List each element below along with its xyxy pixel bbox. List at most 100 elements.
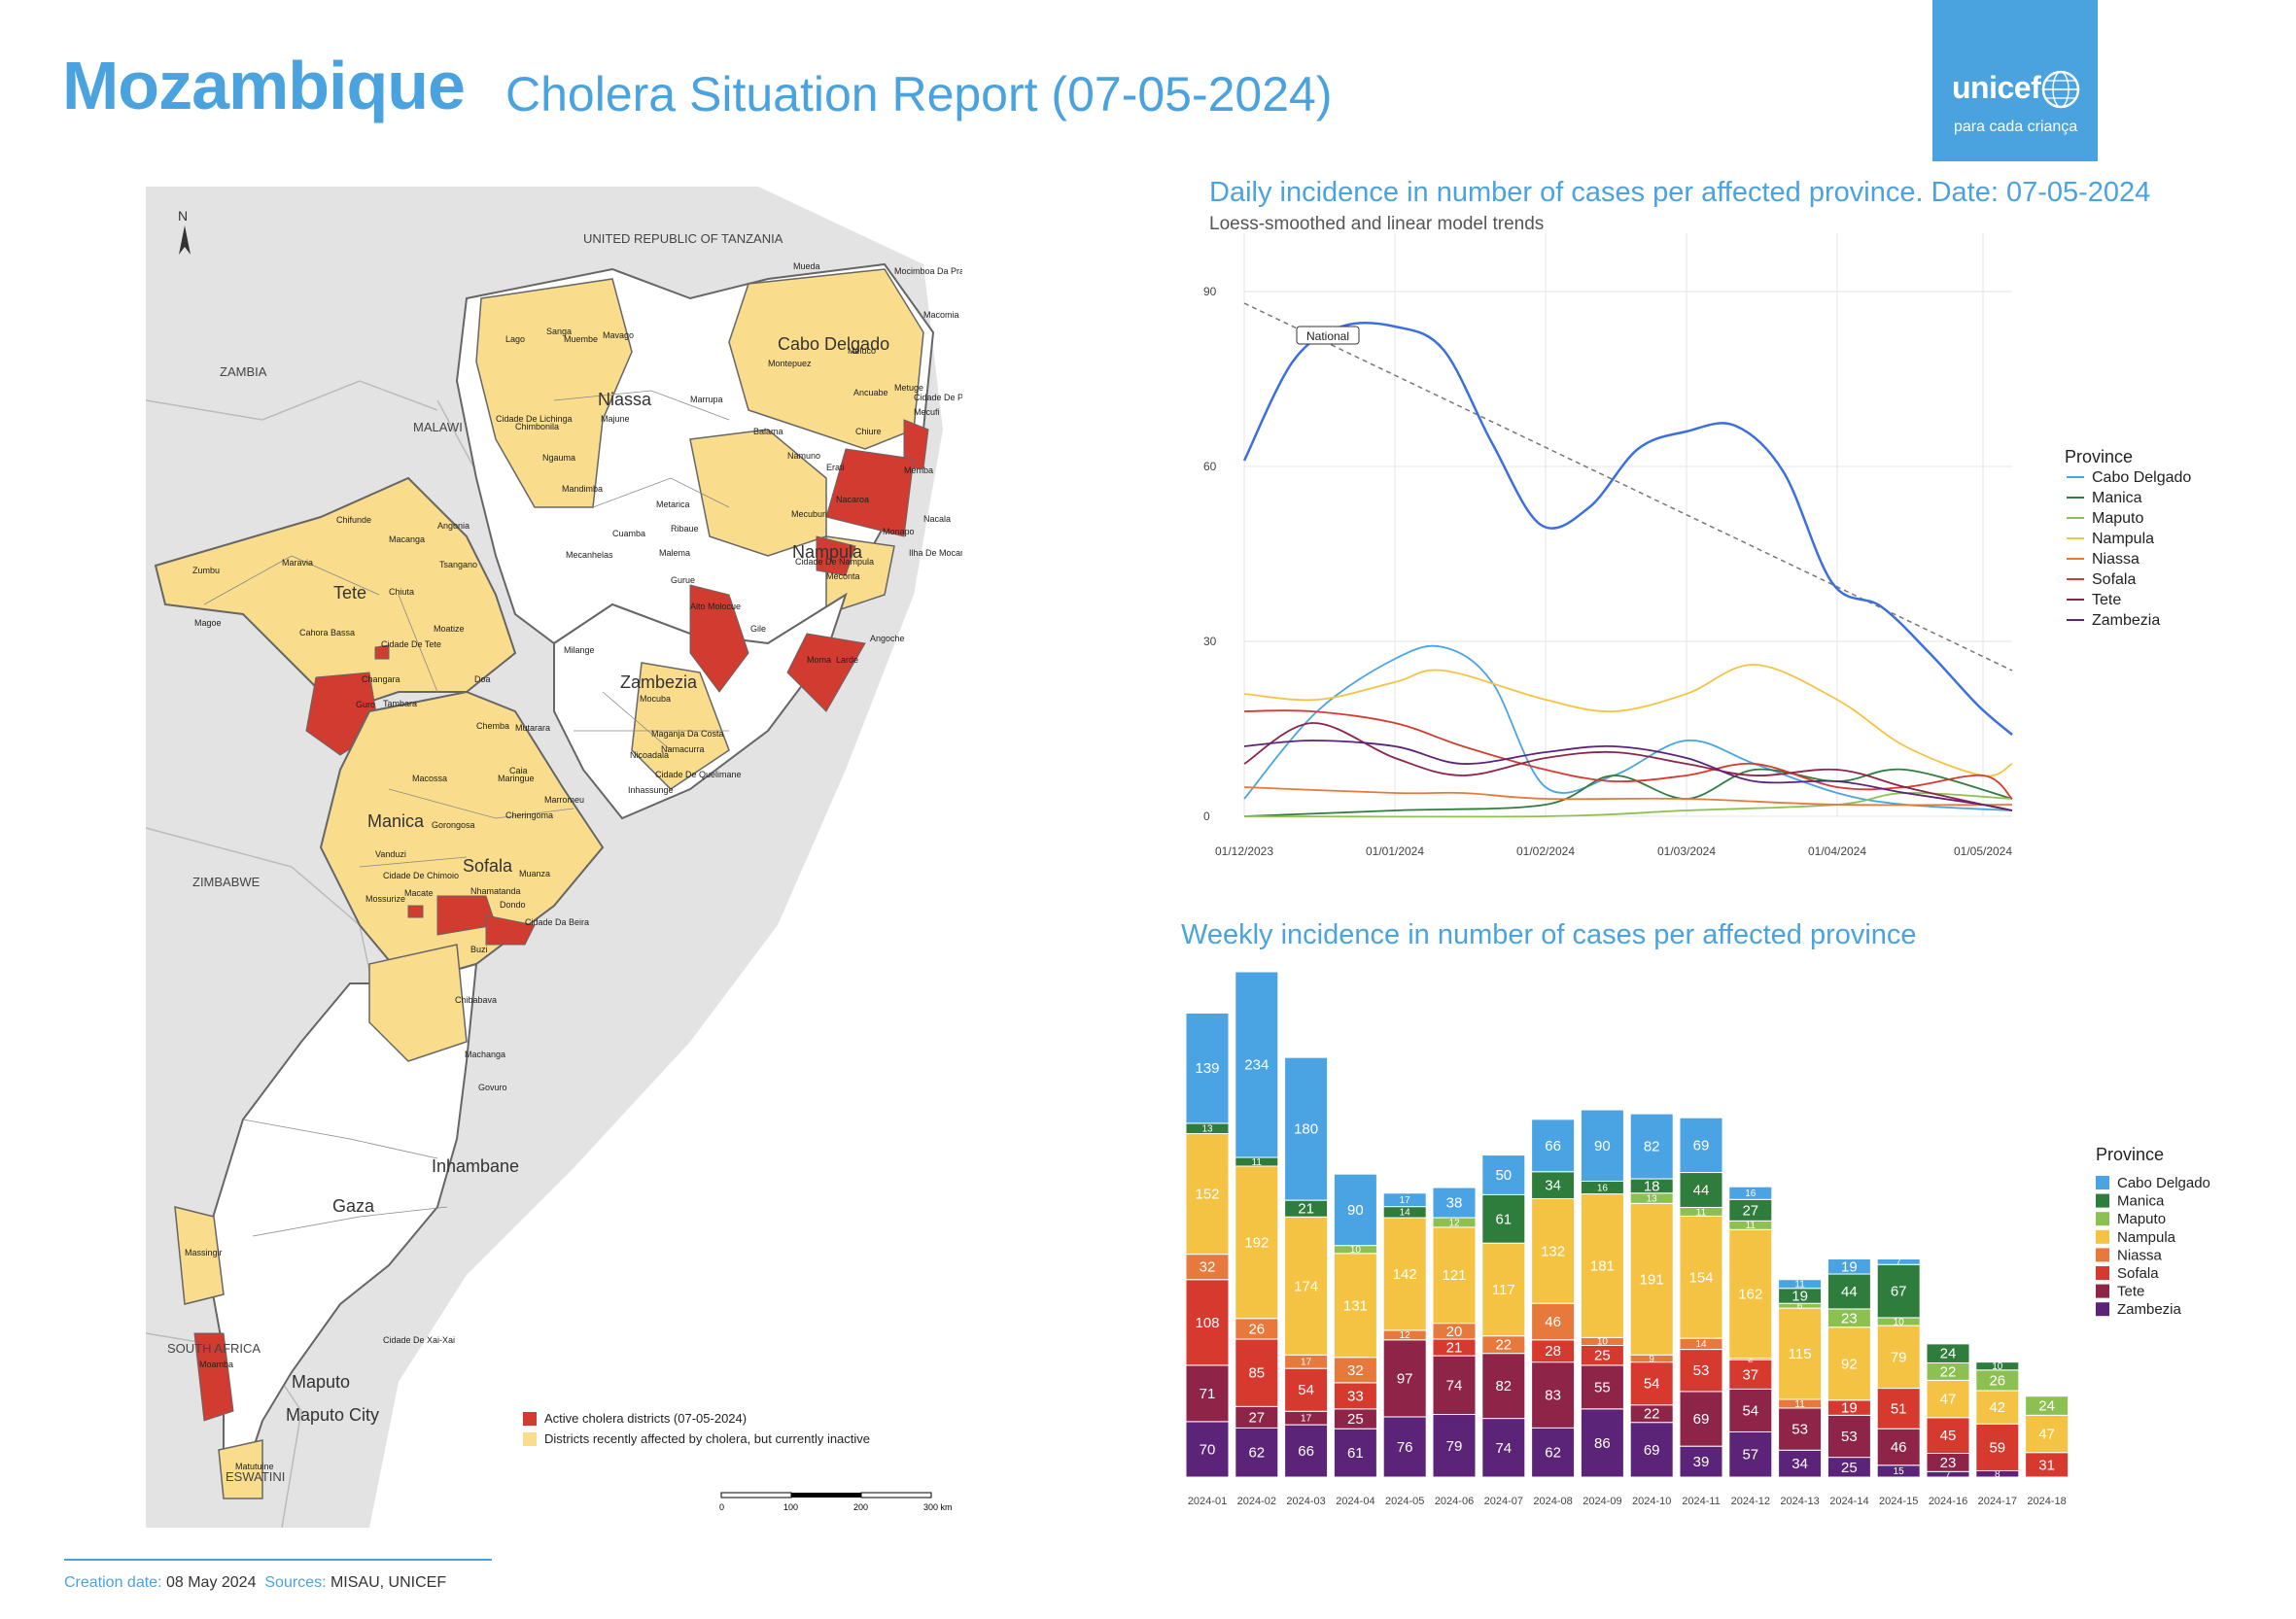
bar-stack-2024-01: 70 71 108 32 152 13 139: [1185, 1012, 1230, 1478]
bar-segment: [1580, 1408, 1624, 1478]
bar-segment: [1679, 1215, 1723, 1339]
bar-stack-2024-15: 15 46 51 79 10 67 7: [1876, 1257, 1921, 1478]
creation-value: 08 May 2024: [165, 1574, 257, 1591]
bar-segment: [1679, 1391, 1723, 1447]
legend-swatch: [523, 1431, 537, 1446]
bar-segment: [2025, 1414, 2070, 1454]
legend-label: Niassa: [2092, 551, 2139, 568]
data-label: 54: [1742, 1402, 1758, 1419]
district-label: Majune: [601, 414, 630, 424]
data-label: 69: [1693, 1137, 1710, 1154]
legend-label: Cabo Delgado: [2092, 469, 2191, 486]
bar-segment: [1926, 1343, 1970, 1363]
bar-segment: [1876, 1258, 1921, 1265]
legend-label: Sofala: [2092, 571, 2136, 588]
district-label: Cidade De Lichinga: [496, 414, 573, 424]
bar-segment: [1481, 1242, 1526, 1337]
bar-segment: [1778, 1407, 1823, 1451]
district-label: Balama: [753, 427, 783, 436]
data-label: 39: [1693, 1454, 1710, 1470]
data-label: 16: [1745, 1188, 1757, 1199]
country-labels: UNITED REPUBLIC OF TANZANIA ZAMBIA MALAW…: [167, 231, 783, 1484]
data-label: 32: [1347, 1362, 1364, 1379]
legend-label: Active cholera districts (07-05-2024): [544, 1411, 748, 1426]
x-tick-label: 01/02/2024: [1516, 844, 1575, 858]
data-label: 46: [1891, 1439, 1907, 1456]
data-label: 32: [1200, 1259, 1216, 1276]
district-label: Marromeu: [544, 795, 584, 805]
legend-swatch: [2096, 1193, 2109, 1208]
data-label: 19: [1792, 1288, 1808, 1304]
x-tick-label: 2024-04: [1336, 1496, 1374, 1507]
district-label: Cidade Da Beira: [525, 917, 589, 927]
district-label: Erati: [826, 463, 845, 472]
district-label: Namuno: [787, 451, 820, 461]
bar-stack-2024-08: 62 83 28 46 132 34 66: [1531, 1119, 1576, 1478]
bar-segment: [1975, 1390, 2020, 1425]
data-label: 21: [1298, 1201, 1314, 1218]
district-label: Govuro: [478, 1083, 507, 1092]
bar-segment: [1778, 1279, 1823, 1290]
district-label: Macossa: [412, 774, 447, 783]
data-label: 82: [1644, 1139, 1660, 1155]
svg-text:ESWATINI: ESWATINI: [226, 1469, 285, 1484]
x-tick-label: 01/05/2024: [1954, 844, 2012, 858]
bar-segment: [1333, 1357, 1377, 1384]
bar-segment: [1531, 1119, 1576, 1173]
district-label: Macomia: [923, 310, 959, 320]
svg-text:MALAWI: MALAWI: [413, 420, 463, 434]
mozambique-outline: [154, 262, 935, 1499]
legend-swatch: [2096, 1229, 2109, 1244]
district-label: Maravia: [282, 558, 313, 568]
district-label: Cheringoma: [505, 810, 553, 820]
bar-segment: [1728, 1186, 1773, 1200]
district-label: Memba: [904, 465, 933, 475]
page-subtitle: Cholera Situation Report (07-05-2024): [505, 67, 1333, 121]
data-label: 26: [1248, 1321, 1265, 1337]
data-label: 18: [1644, 1178, 1660, 1194]
district-label: Macate: [404, 888, 434, 898]
district-label: Zumbu: [192, 566, 220, 575]
data-label: 74: [1495, 1440, 1512, 1457]
bar-segment: [1185, 1364, 1230, 1423]
legend-label: Manica: [2117, 1193, 2165, 1210]
bar-segment: [1580, 1364, 1624, 1410]
data-label: 54: [1298, 1382, 1314, 1398]
district-label: Inhassunge: [628, 785, 674, 795]
bar-segment: [1284, 1424, 1329, 1478]
bar-segment: [1481, 1353, 1526, 1420]
legend-label: Zambezia: [2117, 1301, 2182, 1318]
data-label: 108: [1195, 1315, 1219, 1331]
bar-segment: [1580, 1193, 1624, 1338]
data-label: 61: [1495, 1211, 1512, 1227]
series-line-nampula: [1243, 664, 2013, 777]
data-label: 66: [1545, 1138, 1561, 1154]
x-tick-label: 2024-15: [1879, 1496, 1918, 1507]
bar-segment: [1382, 1339, 1427, 1418]
x-tick-label: 2024-10: [1632, 1496, 1671, 1507]
district-label: Nacala: [923, 514, 951, 524]
data-label: 27: [1742, 1202, 1758, 1219]
data-label: 7: [1896, 1257, 1901, 1268]
district-label: Milange: [564, 645, 595, 655]
x-tick-label: 2024-05: [1385, 1496, 1424, 1507]
svg-text:Maputo City: Maputo City: [286, 1405, 379, 1425]
district-label: Metuge: [894, 383, 923, 393]
bar-segment: [1185, 1012, 1230, 1124]
data-label: 67: [1891, 1284, 1907, 1300]
x-tick-label: 01/04/2024: [1808, 844, 1866, 858]
data-label: 10: [1597, 1337, 1609, 1348]
district-label: Chimbonila: [515, 422, 559, 431]
district-label: Ancuabe: [853, 388, 888, 397]
district-label: Montepuez: [768, 359, 812, 368]
data-label: 16: [1597, 1183, 1609, 1193]
legend-label: Cabo Delgado: [2117, 1175, 2210, 1191]
bar-segment: [1284, 1056, 1329, 1201]
district-label: Chiuta: [389, 587, 414, 597]
district-label: Namacurra: [661, 744, 705, 754]
data-label: 23: [1841, 1310, 1858, 1326]
legend-label: Tete: [2092, 592, 2121, 608]
bar-segment: [1975, 1423, 2020, 1471]
bar-stack-2024-03: 66 17 54 17 174 21 180: [1284, 1056, 1329, 1478]
data-label: 7: [1945, 1469, 1951, 1480]
